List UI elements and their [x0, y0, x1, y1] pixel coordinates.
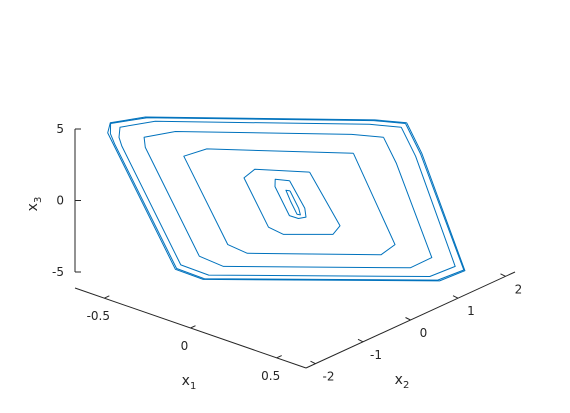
trajectory-loop: [274, 178, 307, 219]
x2-tick-label: -1: [370, 348, 382, 362]
trajectory-loop: [183, 148, 396, 256]
x3-axis-label: x3: [25, 197, 44, 212]
trajectory-loop: [118, 120, 456, 277]
x2-tick-label: 2: [515, 282, 523, 296]
trajectory-loop: [107, 116, 466, 282]
x3-tick-label: 5: [56, 122, 64, 136]
trajectory-loop: [109, 117, 465, 281]
x1-axis-label: x1: [182, 373, 197, 392]
x2-tick: [500, 273, 506, 277]
x2-tick: [405, 317, 411, 321]
x2-tick-label: -2: [323, 370, 335, 384]
x3-tick-label: 0: [56, 194, 64, 208]
trajectory-layer: [107, 116, 466, 282]
trajectory-loop: [285, 189, 301, 216]
axes: -5 0 5 -0.5 0 0.5 -2 -1 0 1 2 x3 x1 x2: [25, 122, 522, 392]
x2-tick-label: 1: [467, 304, 475, 318]
x1-tick: [190, 325, 196, 329]
x1-tick-label: 0.5: [261, 369, 280, 383]
trajectory-loop: [143, 131, 433, 269]
x2-tick: [357, 338, 364, 343]
x2-tick: [310, 360, 316, 365]
x2-tick: [452, 295, 459, 299]
trajectory-loop: [243, 168, 341, 235]
x2-axis-label: x2: [395, 372, 410, 391]
x1-tick: [276, 355, 282, 359]
x3-tick-label: -5: [52, 265, 64, 279]
x1-tick: [104, 295, 110, 299]
x1-tick-label: 0: [181, 339, 189, 353]
x1-tick-label: -0.5: [87, 309, 110, 323]
x2-tick-label: 0: [420, 326, 428, 340]
